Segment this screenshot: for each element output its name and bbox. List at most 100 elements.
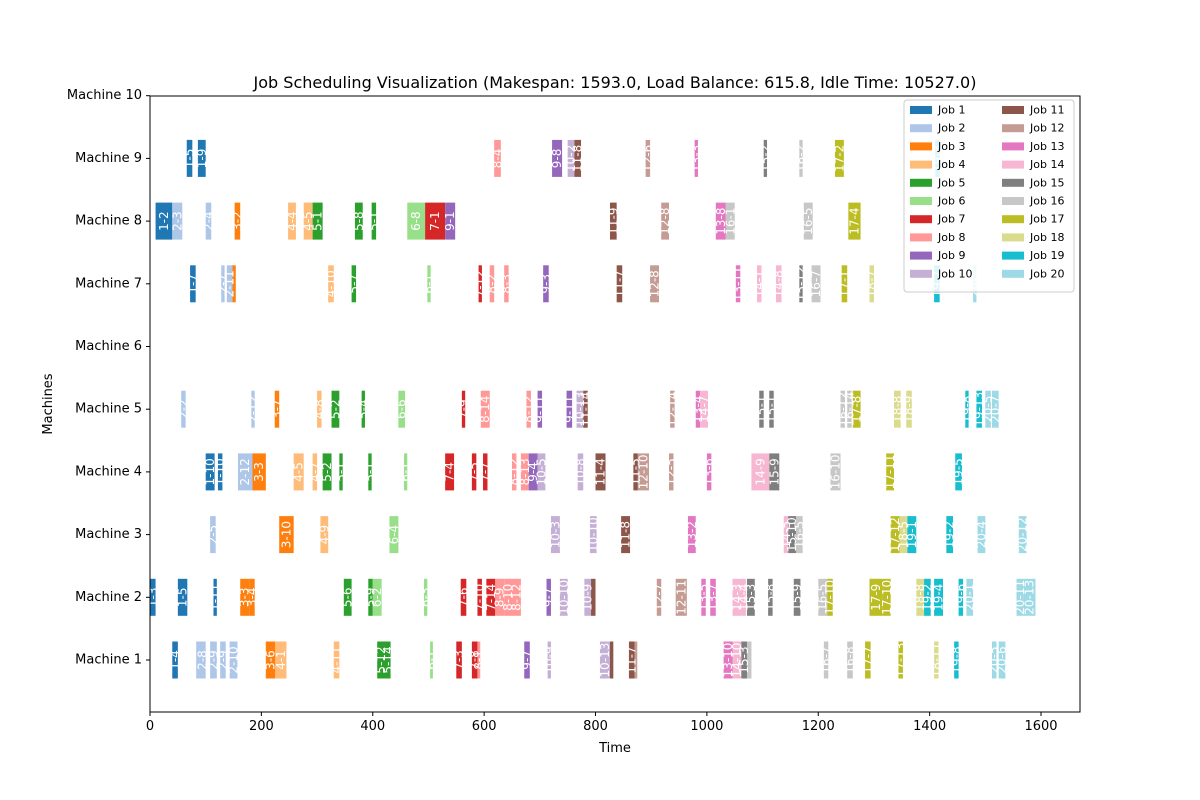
task-bar — [907, 516, 917, 554]
task-label: 18-9 — [902, 396, 916, 423]
x-tick-label: 200 — [249, 719, 274, 734]
task-bar — [196, 641, 200, 679]
task-label: 20-5 — [987, 646, 1001, 673]
task-label: 19-2 — [943, 521, 957, 548]
task-label: 7-7 — [478, 462, 492, 482]
task-bar — [710, 578, 716, 616]
task-label: 10-9 — [542, 646, 556, 673]
task-bar — [732, 641, 742, 679]
task-label: 6-6 — [395, 399, 409, 419]
task-bar — [589, 516, 597, 554]
task-label: 4-8 — [312, 399, 326, 419]
task-label: 6-2 — [370, 587, 384, 607]
task-label: 13-5 — [697, 584, 711, 611]
task-label: 16-12 — [836, 392, 850, 427]
legend: Job 1 Job 2 Job 3 Job 4 Job 5 Job 6 Job 7 Job 8… — [903, 99, 1075, 293]
task-label: 16-14 — [842, 392, 856, 427]
legend-label: Job 16 — [1029, 195, 1064, 208]
task-label: 2-3 — [170, 211, 184, 231]
task-bar — [279, 516, 294, 554]
task-label: 8-12 — [509, 584, 523, 611]
legend-label: Job 5 — [937, 176, 965, 189]
task-label: 5-1 — [311, 211, 325, 231]
task-label: 19-1 — [905, 521, 919, 548]
task-bar — [371, 202, 377, 240]
task-label: 18-5 — [896, 521, 910, 548]
task-bar — [818, 578, 828, 616]
task-bar — [274, 390, 280, 428]
task-label: 9-7 — [542, 587, 556, 607]
task-bar — [840, 390, 845, 428]
task-bar — [751, 453, 770, 491]
task-label: 9-4 — [526, 462, 540, 482]
task-bar — [537, 453, 546, 491]
task-bar — [715, 202, 726, 240]
task-bar — [886, 453, 894, 491]
task-bar — [477, 641, 481, 679]
task-bar — [621, 516, 631, 554]
task-bar — [389, 516, 399, 554]
y-tick-label: Machine 2 — [75, 590, 142, 605]
task-label: 14-1 — [752, 270, 766, 297]
task-label: 5-12 — [374, 646, 388, 673]
legend-label: Job 1 — [937, 104, 965, 117]
bars-layer — [150, 139, 1036, 679]
task-bar — [946, 516, 954, 554]
task-bar — [232, 265, 236, 303]
task-bar — [511, 453, 517, 491]
task-label: 13-7 — [706, 584, 720, 611]
task-bar — [322, 453, 332, 491]
legend-box — [903, 99, 1075, 293]
legend-swatch — [1002, 160, 1024, 169]
task-bar — [252, 453, 266, 491]
task-label: 1-4 — [168, 650, 182, 670]
task-bar — [372, 578, 382, 616]
task-bar — [694, 139, 698, 177]
task-label: 6-1 — [422, 274, 436, 294]
task-label: 19-6 — [954, 584, 968, 611]
task-bar — [494, 139, 501, 177]
task-label: 14-5 — [779, 521, 793, 548]
task-bar — [577, 453, 584, 491]
task-label: 2-12 — [238, 458, 252, 485]
task-label: 14-9 — [753, 458, 767, 485]
task-label: 13-10 — [721, 643, 735, 678]
task-label: 16-7 — [809, 270, 823, 297]
task-bar — [609, 641, 614, 679]
task-label: 20-7 — [988, 396, 1002, 423]
task-bar — [172, 202, 183, 240]
task-label: 1-10 — [213, 458, 227, 485]
task-label: 9-11 — [533, 396, 547, 423]
task-bar — [425, 202, 446, 240]
task-label: 7-3 — [452, 650, 466, 670]
task-label: 16-1 — [723, 207, 737, 234]
task-bar — [520, 453, 529, 491]
task-label: 18-11 — [929, 643, 943, 678]
task-bar — [445, 202, 456, 240]
legend-label: Job 13 — [1029, 140, 1064, 153]
task-bar — [890, 516, 900, 554]
task-label: 12-11 — [674, 580, 688, 615]
task-label: 5-2 — [328, 399, 342, 419]
task-label: 14-8 — [772, 270, 786, 297]
task-label: 15-2 — [758, 145, 772, 172]
y-axis-label: Machines — [41, 373, 56, 434]
y-tick-label: Machine 4 — [75, 464, 142, 479]
task-label: 11-4 — [594, 458, 608, 485]
x-axis-label: Time — [598, 741, 631, 756]
task-label: 4-7 — [308, 462, 322, 482]
task-bar — [954, 641, 959, 679]
task-label: 10-9 — [581, 584, 595, 611]
legend-swatch — [1002, 251, 1024, 260]
task-bar — [591, 578, 596, 616]
legend-swatch — [910, 233, 932, 242]
task-label: 4-10 — [324, 270, 338, 297]
task-label: 19-2 — [920, 584, 934, 611]
task-bar — [331, 390, 340, 428]
task-label: 11-14 — [578, 392, 592, 427]
task-bar — [637, 453, 649, 491]
task-bar — [811, 265, 821, 303]
task-label: 17-1 — [837, 270, 851, 297]
task-bar — [251, 390, 255, 428]
task-bar — [882, 578, 891, 616]
